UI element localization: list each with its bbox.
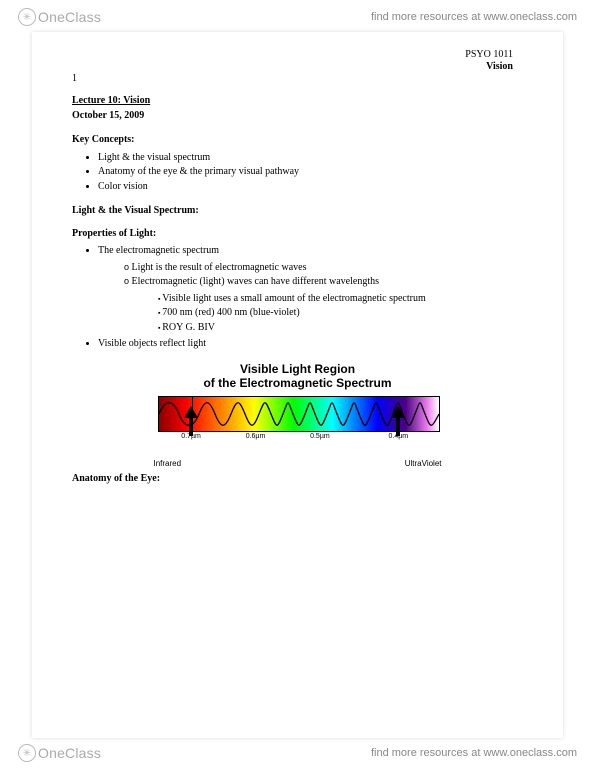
logo-text: OneClass [38,9,101,25]
list-item: Visible objects reflect light [98,337,523,352]
infrared-label: Infrared [154,458,182,470]
top-watermark-bar: ✳ OneClass find more resources at www.on… [0,0,595,34]
light-section-heading: Light & the Visual Spectrum: [72,204,523,219]
footer-tagline: find more resources at www.oneclass.com [371,747,577,759]
figure-title-line1: Visible Light Region [138,362,458,376]
properties-heading: Properties of Light: [72,227,523,242]
list-item-text: Electromagnetic (light) waves can have d… [132,276,380,287]
logo-text: OneClass [38,745,101,761]
list-item: The electromagnetic spectrum Light is th… [98,244,523,335]
key-concepts-list: Light & the visual spectrum Anatomy of t… [98,151,523,195]
list-item: Light & the visual spectrum [98,151,523,166]
logo-bottom: ✳ OneClass [18,744,101,762]
document-body: Lecture 10: Vision October 15, 2009 Key … [72,94,523,487]
bottom-watermark-bar: ✳ OneClass find more resources at www.on… [0,736,595,770]
spectrum-axis: 0.7µm 0.6µm 0.5µm 0.4µm Infrared UltraVi… [158,432,438,452]
list-item-text: Visible light uses a small amount of the… [162,293,426,304]
header-tagline: find more resources at www.oneclass.com [371,11,577,23]
logo-glyph-icon: ✳ [18,8,36,26]
lecture-date: October 15, 2009 [72,109,523,124]
lecture-title: Lecture 10: Vision [72,95,150,106]
anatomy-heading: Anatomy of the Eye: [72,472,523,487]
list-item-text: The electromagnetic spectrum [98,245,219,256]
list-item: 700 nm (red) 400 nm (blue-violet) [158,306,523,321]
key-concepts-heading: Key Concepts: [72,133,523,148]
ultraviolet-label: UltraViolet [405,458,442,470]
page-number: 1 [72,72,77,87]
list-item-text: Light is the result of electromagnetic w… [132,262,307,273]
list-item: ROY G. BIV [158,321,523,336]
list-item: Color vision [98,180,523,195]
logo-top: ✳ OneClass [18,8,101,26]
page-content: PSYO 1011 Vision 1 Lecture 10: Vision Oc… [72,48,523,722]
logo-glyph-icon: ✳ [18,744,36,762]
list-item: Anatomy of the eye & the primary visual … [98,165,523,180]
axis-tick: 0.5µm [310,432,330,442]
list-item-text: 700 nm (red) 400 nm (blue-violet) [162,307,299,318]
list-item: Electromagnetic (light) waves can have d… [124,275,523,335]
axis-tick: 0.6µm [246,432,266,442]
spectrum-figure: Visible Light Region of the Electromagne… [138,362,458,453]
subject-heading: Vision [486,60,513,75]
list-item-text: ROY G. BIV [162,322,215,333]
arrow-right-icon [391,406,405,436]
properties-list: The electromagnetic spectrum Light is th… [98,244,523,352]
figure-title-line2: of the Electromagnetic Spectrum [138,376,458,390]
list-item: Light is the result of electromagnetic w… [124,261,523,276]
page-sheet: PSYO 1011 Vision 1 Lecture 10: Vision Oc… [32,32,563,738]
list-item: Visible light uses a small amount of the… [158,292,523,307]
arrow-left-icon [184,406,198,436]
